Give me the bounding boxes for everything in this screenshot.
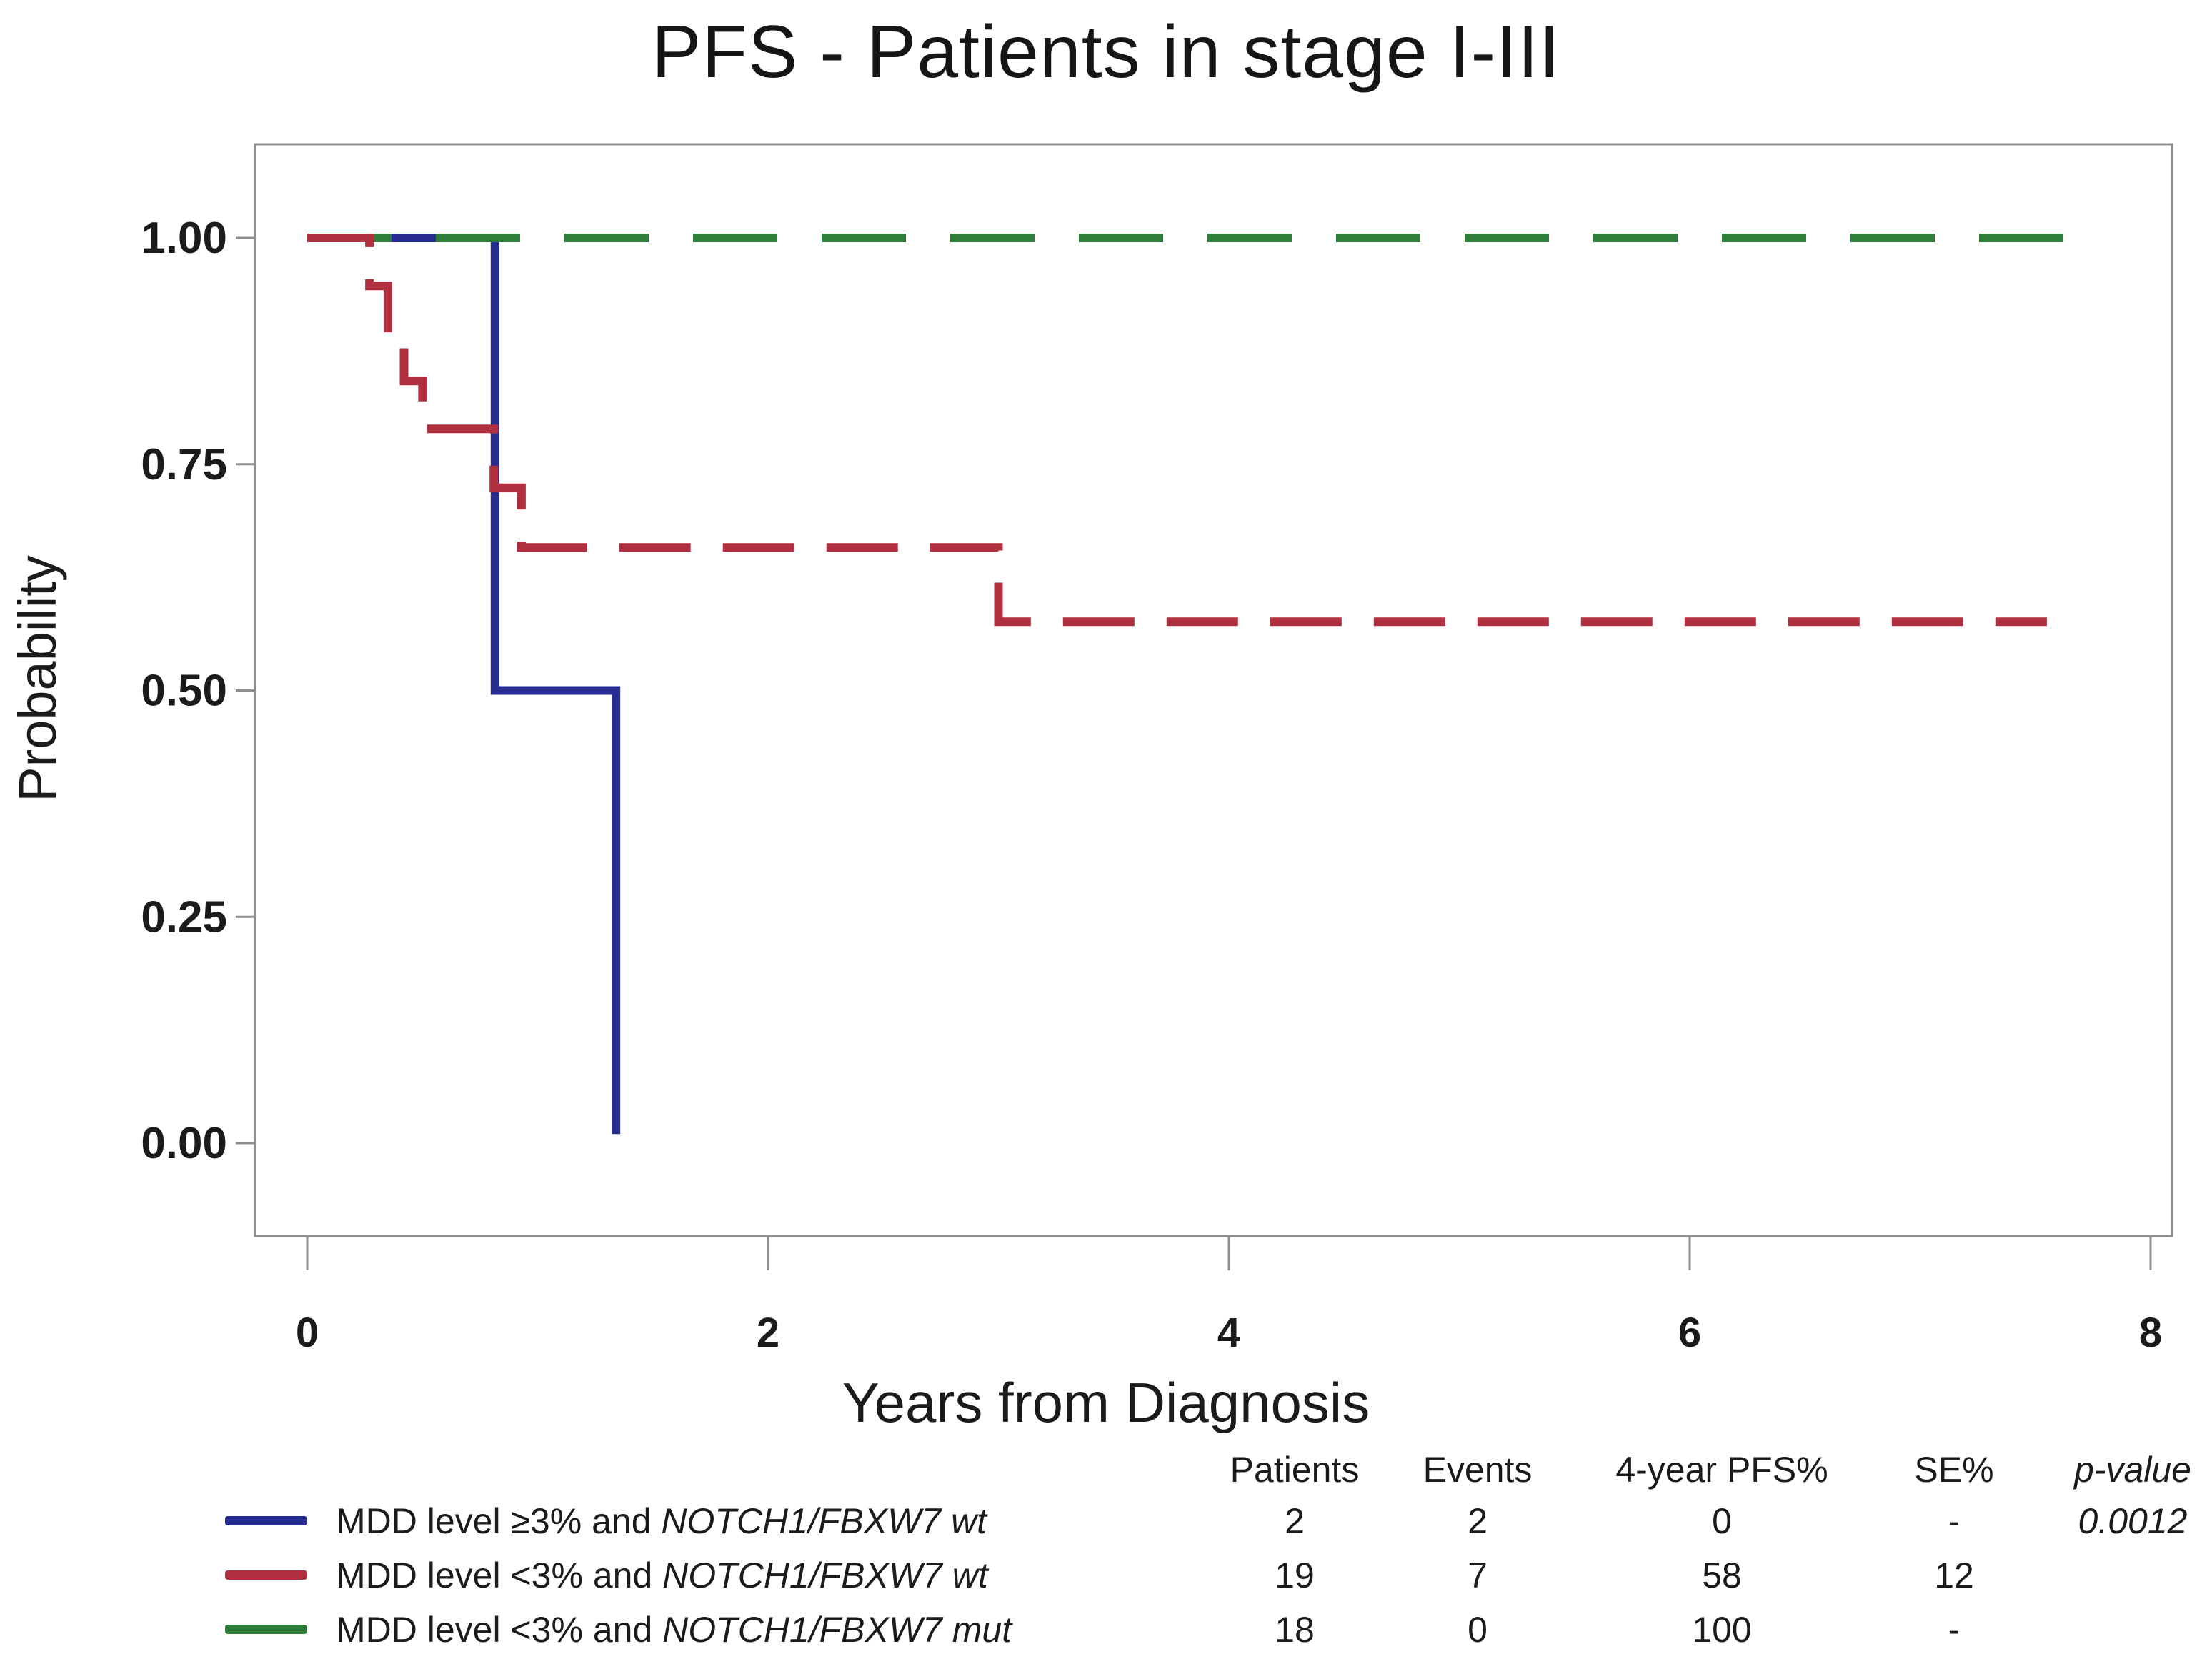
- cell-se: -: [1948, 1501, 1961, 1541]
- legend-row-mdd-lt3-mut: MDD level <3% and NOTCH1/FBXW7 mut 18 0 …: [0, 1609, 2212, 1655]
- km-curve-blue-mdd-ge3-wt: [307, 234, 621, 1135]
- legend-label-gene: NOTCH1/FBXW7 wt: [662, 1555, 988, 1595]
- plot-area: 1.00 0.75 0.50 0.25 0.00 0 2 4 6 8 Years from Dia…: [8, 143, 2173, 1434]
- legend-line-blue: [225, 1516, 307, 1525]
- cell-patients: 19: [1275, 1555, 1315, 1595]
- legend-line-red: [225, 1570, 307, 1580]
- cell-patients: 2: [1285, 1501, 1305, 1541]
- x-tick-label: 2: [757, 1310, 779, 1356]
- header-4year-pfs: 4-year PFS%: [1615, 1450, 1828, 1490]
- cell-events: 0: [1468, 1610, 1488, 1650]
- legend-label-gene: NOTCH1/FBXW7 mut: [662, 1610, 1012, 1650]
- y-tick-label: 0.50: [141, 667, 227, 716]
- legend-label: MDD level <3% and NOTCH1/FBXW7 wt: [336, 1555, 988, 1596]
- legend-label-text: MDD level <3% and: [336, 1610, 663, 1650]
- y-axis-title: Probability: [8, 555, 67, 802]
- cell-se: 12: [1934, 1555, 1974, 1595]
- chart-title: PFS - Patients in stage I-III: [652, 11, 1560, 94]
- x-tick-label: 0: [296, 1310, 319, 1356]
- y-tick-label: 0.00: [141, 1119, 227, 1168]
- legend-line-green: [225, 1625, 307, 1634]
- axis-ticks: 1.00 0.75 0.50 0.25 0.00 0 2 4 6 8: [141, 214, 2162, 1356]
- legend-label-gene: NOTCH1/FBXW7 wt: [661, 1501, 987, 1541]
- header-se: SE%: [1914, 1450, 1994, 1490]
- x-tick-label: 6: [1678, 1310, 1701, 1356]
- y-tick-label: 1.00: [141, 214, 227, 263]
- header-events: Events: [1423, 1450, 1533, 1490]
- cell-patients: 18: [1275, 1610, 1315, 1650]
- summary-table-header-row: Patients Events 4-year PFS% SE% p-value: [0, 1449, 2212, 1495]
- cell-events: 7: [1468, 1555, 1488, 1595]
- x-axis-title: Years from Diagnosis: [842, 1371, 1370, 1434]
- y-tick-label: 0.25: [141, 892, 227, 942]
- header-p-value: p-value: [2074, 1450, 2191, 1490]
- cell-events: 2: [1468, 1501, 1488, 1541]
- km-curves: [307, 234, 2105, 1135]
- header-patients: Patients: [1230, 1450, 1360, 1490]
- x-tick-label: 4: [1217, 1310, 1240, 1356]
- legend-row-mdd-lt3-wt: MDD level <3% and NOTCH1/FBXW7 wt 19 7 5…: [0, 1555, 2212, 1600]
- legend-label-text: MDD level <3% and: [336, 1555, 663, 1595]
- km-curve-red-mdd-lt3-wt: [307, 234, 2047, 627]
- x-tick-label: 8: [2139, 1310, 2162, 1356]
- legend-label: MDD level <3% and NOTCH1/FBXW7 mut: [336, 1609, 1012, 1650]
- cell-pfs: 0: [1712, 1501, 1732, 1541]
- legend-label: MDD level ≥3% and NOTCH1/FBXW7 wt: [336, 1500, 987, 1542]
- y-tick-label: 0.75: [141, 440, 227, 489]
- cell-pfs: 58: [1702, 1555, 1742, 1595]
- cell-se: -: [1948, 1610, 1961, 1650]
- legend-label-text: MDD level ≥3% and: [336, 1501, 662, 1541]
- cell-pfs: 100: [1692, 1610, 1752, 1650]
- cell-p-value: 0.0012: [2078, 1501, 2188, 1541]
- legend-row-mdd-ge3-wt: MDD level ≥3% and NOTCH1/FBXW7 wt 2 2 0 …: [0, 1500, 2212, 1546]
